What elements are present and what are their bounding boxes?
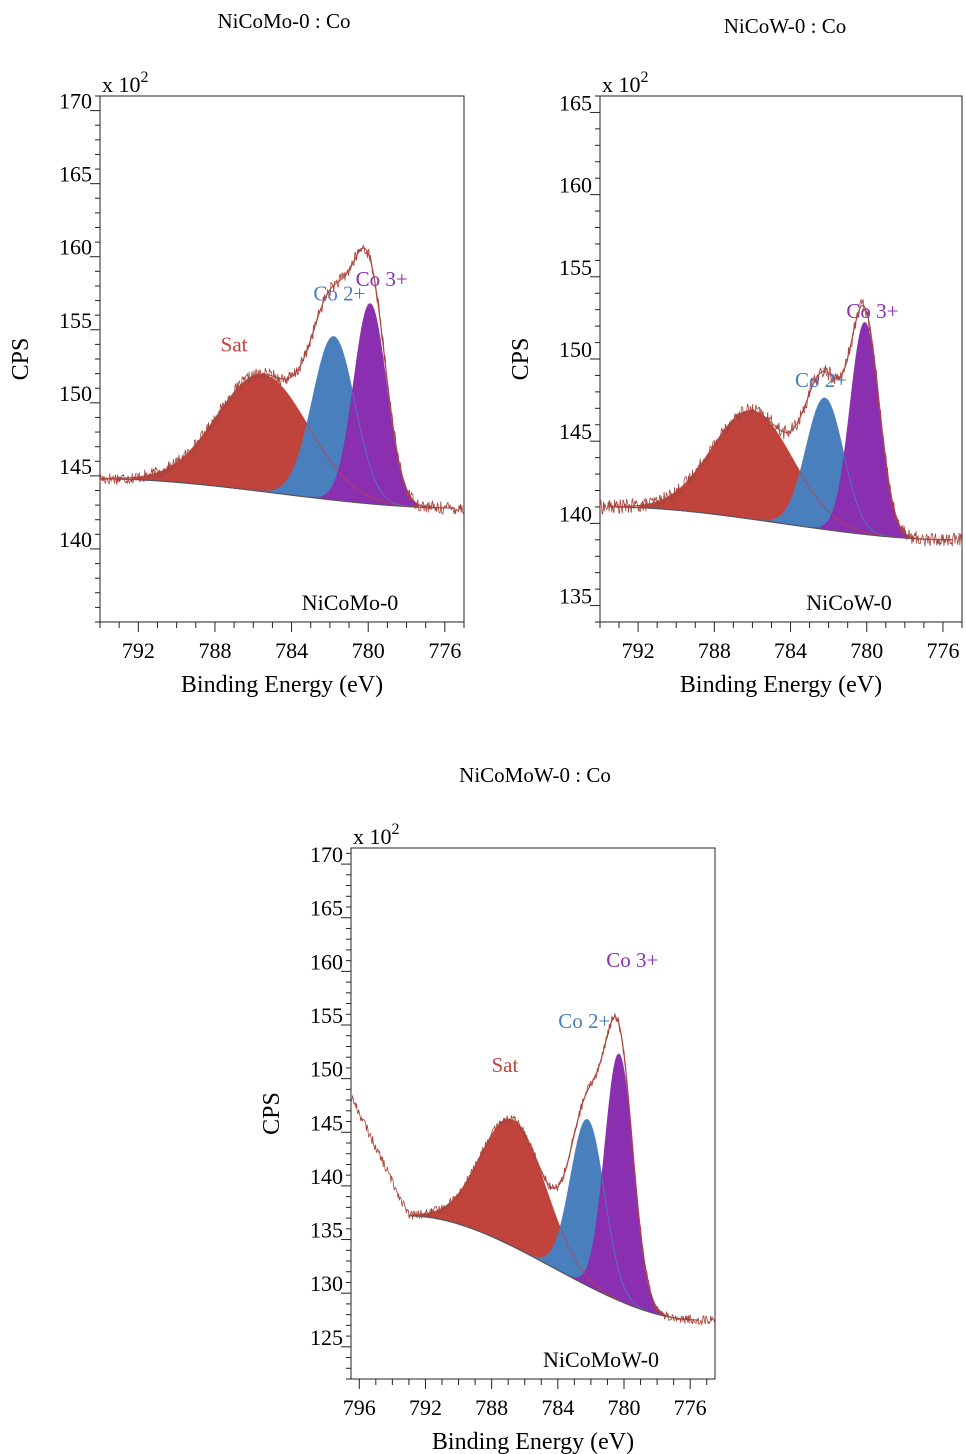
- y-axis-label: CPS: [8, 338, 34, 381]
- chart-nicow-0-co: NiCoW-0 : Co Sat Co 2+ Co 3+ NiCoW-0 792 788 78…: [508, 14, 963, 698]
- y-tick-label: 155: [59, 308, 92, 333]
- peak-label-co-2: Co 2+: [558, 1009, 610, 1033]
- y-axis-label: CPS: [259, 1092, 285, 1135]
- y-tick-label: 160: [59, 235, 92, 260]
- x-tick-label: 784: [275, 638, 308, 663]
- peak-label-sat: Sat: [729, 417, 756, 441]
- y-tick-label: 145: [59, 454, 92, 479]
- y-tick-label: 125: [310, 1325, 343, 1350]
- x-axis-label: Binding Energy (eV): [432, 1429, 634, 1454]
- x-axis-label: Binding Energy (eV): [680, 672, 882, 698]
- x-tick-label: 780: [352, 638, 385, 663]
- y-tick-label: 160: [559, 173, 592, 198]
- x-tick-label: 784: [774, 638, 807, 663]
- y-tick-label: 150: [310, 1057, 343, 1082]
- y-tick-label: 165: [310, 896, 343, 921]
- plot-frame: [599, 95, 963, 623]
- chart-nicomo-0-co: NiCoMo-0 : Co Sat Co 2+Co 3+ NiCoMo-0 792 788…: [8, 9, 465, 698]
- y-multiplier-label: x 102: [353, 821, 400, 849]
- y-tick-label: 160: [310, 949, 343, 974]
- background-line: [408, 1215, 699, 1321]
- y-tick-label: 140: [59, 527, 92, 552]
- peak-fill-co-3: [573, 1054, 664, 1316]
- y-tick-label: 140: [559, 501, 592, 526]
- x-tick-label: 792: [122, 638, 155, 663]
- y-multiplier-label: x 102: [102, 69, 149, 97]
- plot-frame: [350, 847, 716, 1380]
- sample-label: NiCoMo-0: [302, 590, 399, 615]
- peak-label-co-2: Co 2+: [313, 282, 365, 306]
- y-tick-label: 165: [559, 90, 592, 115]
- x-tick-label: 792: [409, 1395, 442, 1420]
- y-tick-label: 155: [559, 255, 592, 280]
- y-multiplier-label: x 102: [602, 69, 649, 97]
- peak-label-sat: Sat: [491, 1053, 518, 1077]
- chart-title: NiCoW-0 : Co: [724, 14, 847, 38]
- peak-label-co-3: Co 3+: [846, 299, 898, 323]
- y-tick-label: 150: [59, 381, 92, 406]
- chart-title: NiCoMoW-0 : Co: [459, 763, 611, 787]
- y-tick-label: 140: [310, 1164, 343, 1189]
- x-tick-label: 788: [698, 638, 731, 663]
- y-tick-label: 145: [559, 419, 592, 444]
- y-tick-label: 150: [559, 337, 592, 362]
- y-tick-label: 170: [310, 842, 343, 867]
- raw-spectrum-line: [600, 298, 962, 547]
- y-tick-label: 135: [559, 584, 592, 609]
- y-tick-label: 165: [59, 162, 92, 187]
- raw-spectrum-line: [100, 244, 464, 515]
- raw-spectrum-line: [351, 1013, 715, 1327]
- x-tick-label: 776: [926, 638, 959, 663]
- chart-nicomow-0-co: NiCoMoW-0 : Co Sat Co 2+ Co 3+ NiCoMoW-0 796 7…: [259, 763, 716, 1454]
- peak-label-co-3: Co 3+: [356, 267, 408, 291]
- background-line: [100, 478, 455, 509]
- envelope-line: [609, 304, 953, 541]
- x-tick-label: 792: [622, 638, 655, 663]
- y-tick-label: 145: [310, 1110, 343, 1135]
- x-tick-label: 784: [541, 1395, 574, 1420]
- x-tick-label: 780: [850, 638, 883, 663]
- envelope-line: [408, 1016, 699, 1321]
- peak-label-sat: Sat: [221, 333, 248, 357]
- x-tick-label: 788: [475, 1395, 508, 1420]
- x-tick-label: 796: [343, 1395, 376, 1420]
- x-tick-label: 780: [608, 1395, 641, 1420]
- chart-title: NiCoMo-0 : Co: [217, 9, 350, 33]
- y-tick-label: 135: [310, 1218, 343, 1243]
- x-tick-label: 776: [674, 1395, 707, 1420]
- y-tick-label: 170: [59, 89, 92, 114]
- x-axis-label: Binding Energy (eV): [181, 672, 383, 698]
- y-axis-label: CPS: [508, 338, 534, 381]
- peak-fill-co-3: [320, 303, 419, 508]
- peak-label-co-3: Co 3+: [606, 948, 658, 972]
- sample-label: NiCoW-0: [806, 590, 892, 615]
- x-tick-label: 788: [198, 638, 231, 663]
- y-tick-label: 155: [310, 1003, 343, 1028]
- peak-fill-co-3: [820, 322, 909, 539]
- x-tick-label: 776: [428, 638, 461, 663]
- y-tick-label: 130: [310, 1271, 343, 1296]
- plot-frame: [99, 95, 465, 623]
- background-line: [609, 506, 953, 541]
- peak-label-co-2: Co 2+: [795, 368, 847, 392]
- sample-label: NiCoMoW-0: [543, 1347, 659, 1372]
